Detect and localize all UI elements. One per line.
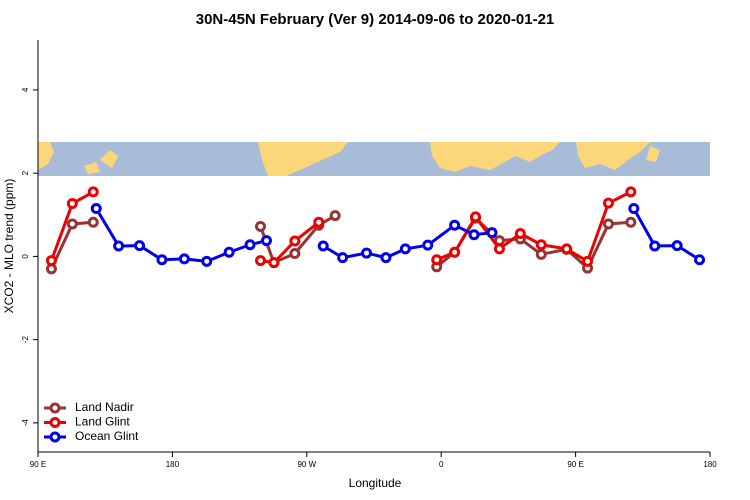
point bbox=[223, 246, 235, 258]
point bbox=[694, 254, 706, 266]
x-tick-label: 90 E bbox=[30, 460, 46, 469]
point bbox=[486, 227, 498, 239]
point bbox=[201, 255, 213, 267]
point bbox=[113, 240, 125, 252]
series-line bbox=[94, 207, 701, 263]
point bbox=[399, 243, 411, 255]
point bbox=[134, 240, 146, 252]
point bbox=[87, 186, 99, 198]
x-tick-label: 90 W bbox=[297, 460, 316, 469]
point bbox=[45, 263, 57, 275]
point bbox=[255, 255, 267, 267]
point bbox=[255, 220, 267, 232]
legend-label: Ocean Glint bbox=[75, 429, 139, 443]
legend-marker bbox=[49, 402, 61, 414]
point bbox=[289, 235, 301, 247]
point bbox=[268, 257, 280, 269]
point bbox=[468, 229, 480, 241]
point bbox=[329, 210, 341, 222]
chart-title: 30N-45N February (Ver 9) 2014-09-06 to 2… bbox=[196, 11, 555, 28]
map-strip bbox=[38, 142, 710, 176]
point bbox=[313, 216, 325, 228]
point bbox=[449, 219, 461, 231]
point bbox=[561, 243, 573, 255]
point bbox=[66, 198, 78, 210]
y-tick-label: 0 bbox=[21, 254, 30, 259]
point bbox=[649, 240, 661, 252]
point bbox=[380, 252, 392, 264]
point bbox=[628, 203, 640, 215]
point bbox=[535, 239, 547, 251]
point bbox=[337, 252, 349, 264]
point bbox=[625, 216, 637, 228]
x-axis-label: Longitude bbox=[349, 476, 402, 490]
point bbox=[289, 247, 301, 259]
y-tick-label: 2 bbox=[21, 170, 30, 175]
point bbox=[671, 240, 683, 252]
legend-label: Land Nadir bbox=[75, 400, 134, 414]
point bbox=[156, 254, 168, 266]
point bbox=[45, 255, 57, 267]
point bbox=[317, 240, 329, 252]
point bbox=[625, 186, 637, 198]
point bbox=[431, 254, 443, 266]
point bbox=[178, 253, 190, 265]
y-tick-label: -2 bbox=[21, 336, 30, 344]
point bbox=[582, 255, 594, 267]
point bbox=[90, 203, 102, 215]
y-tick-label: 4 bbox=[21, 87, 30, 92]
y-tick-label: -4 bbox=[21, 419, 30, 427]
x-tick-label: 0 bbox=[439, 460, 444, 469]
point bbox=[449, 246, 461, 258]
point bbox=[66, 218, 78, 230]
point bbox=[422, 239, 434, 251]
point bbox=[493, 243, 505, 255]
legend-marker bbox=[49, 417, 61, 428]
point bbox=[535, 248, 547, 260]
x-tick-label: 180 bbox=[166, 460, 180, 469]
legend-label: Land Glint bbox=[75, 415, 130, 429]
point bbox=[244, 239, 256, 251]
x-tick-label: 180 bbox=[703, 460, 717, 469]
x-tick-label: 90 E bbox=[567, 460, 583, 469]
point bbox=[260, 235, 272, 247]
point bbox=[602, 218, 614, 230]
legend-marker bbox=[49, 431, 61, 443]
point bbox=[602, 197, 614, 209]
point bbox=[361, 247, 373, 259]
point bbox=[470, 211, 482, 223]
y-axis-label: XCO2 - MLO trend (ppm) bbox=[2, 179, 16, 314]
point bbox=[87, 216, 99, 228]
point bbox=[514, 228, 526, 240]
